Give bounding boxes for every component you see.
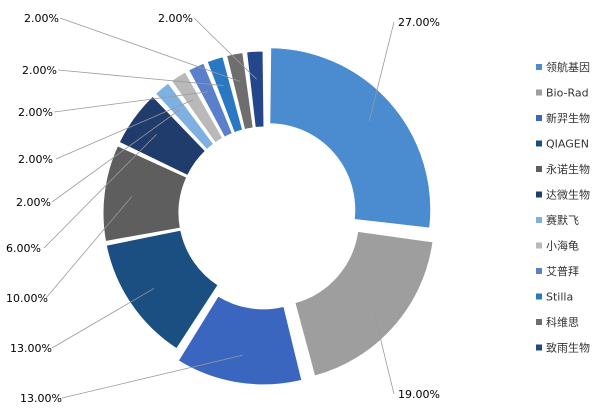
donut-slice (177, 295, 303, 386)
donut-slice (206, 55, 244, 134)
data-label: 2.00% (24, 12, 59, 25)
leader-line (45, 195, 133, 299)
leader-line (59, 17, 241, 82)
leader-line (53, 91, 208, 113)
donut-slice (102, 145, 188, 243)
leader-line (51, 287, 155, 349)
legend-swatch (536, 89, 542, 96)
legend-swatch (536, 217, 542, 223)
legend-swatch (536, 293, 542, 300)
legend-label: Bio-Rad (546, 87, 589, 100)
legend-swatch (536, 242, 542, 249)
data-label: 2.00% (18, 106, 53, 119)
leader-line (55, 99, 194, 160)
donut-slice (269, 47, 432, 229)
legend-label: Stilla (546, 291, 573, 304)
legend-label: QIAGEN (546, 138, 589, 151)
leader-line (372, 308, 395, 395)
legend-swatch (536, 166, 542, 172)
donut-slice (294, 230, 434, 377)
legend-label: 永诺生物 (546, 162, 590, 176)
legend-label: 达微生物 (546, 188, 590, 202)
leader-line (193, 17, 257, 80)
legend-swatch (536, 115, 542, 121)
legend-swatch (536, 319, 542, 325)
data-label: 27.00% (398, 16, 440, 29)
data-label: 13.00% (10, 342, 52, 355)
leader-line (61, 354, 243, 399)
data-label: 2.00% (16, 196, 51, 209)
data-label: 6.00% (6, 242, 41, 255)
leader-line (57, 69, 224, 86)
donut-slice (170, 71, 224, 144)
donut-slice (154, 82, 215, 151)
legend-label: 艾普拜 (546, 264, 579, 278)
legend-swatch (536, 64, 542, 70)
legend-label: 小海龟 (546, 239, 579, 253)
data-label: 19.00% (398, 388, 440, 401)
donut-slice (246, 50, 265, 129)
legend-label: 赛默飞 (546, 213, 579, 227)
donut-slice (105, 229, 219, 350)
leader-line (368, 21, 395, 122)
data-label: 2.00% (158, 12, 193, 25)
data-label: 2.00% (18, 153, 53, 166)
donut-slice (225, 51, 254, 131)
legend-swatch (536, 268, 542, 274)
leader-line (43, 133, 157, 249)
donut-slice (187, 62, 234, 138)
data-label: 2.00% (22, 64, 57, 77)
data-label: 10.00% (6, 292, 48, 305)
legend-label: 致雨生物 (546, 341, 590, 355)
legend-label: 领航基因 (546, 60, 590, 74)
legend-swatch (536, 140, 542, 147)
leader-line (51, 109, 180, 203)
data-label: 13.00% (20, 392, 62, 405)
legend-swatch (536, 344, 542, 351)
legend-label: 新羿生物 (546, 111, 590, 125)
legend-swatch (536, 191, 542, 198)
legend-label: 科维思 (546, 315, 579, 329)
